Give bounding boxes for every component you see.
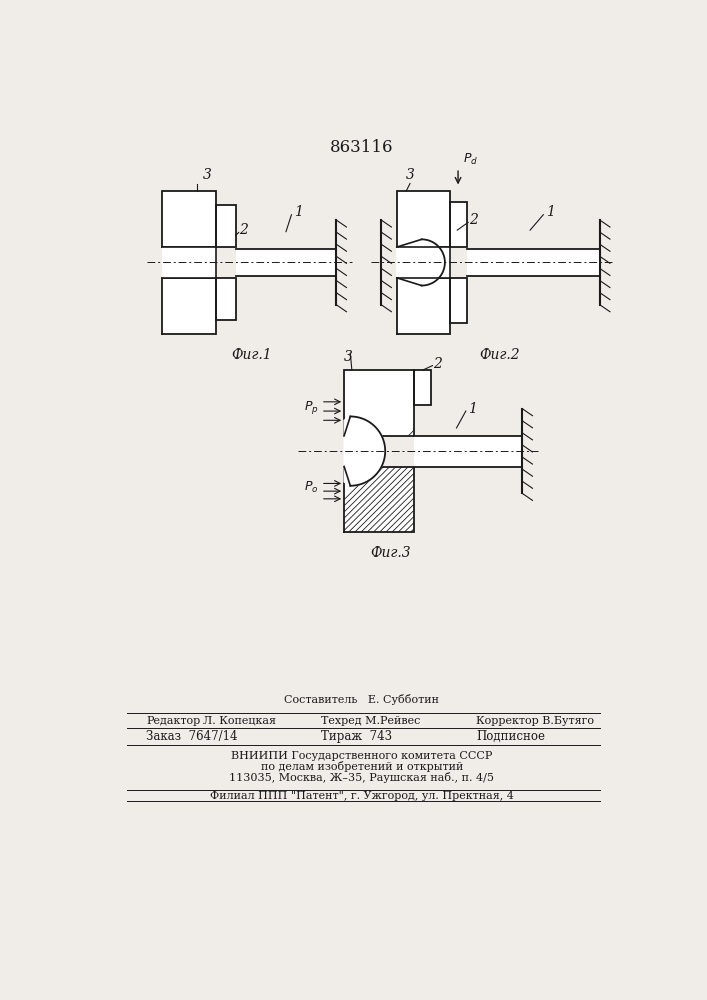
Text: $P_p$: $P_p$ [304, 399, 319, 416]
Bar [216, 278, 235, 320]
Text: Фиг.2: Фиг.2 [479, 348, 520, 362]
Bar [414, 436, 522, 466]
Text: Фиг.3: Фиг.3 [370, 546, 411, 560]
Text: 3: 3 [203, 168, 212, 182]
Text: 863116: 863116 [330, 139, 394, 156]
Text: Корректор В.Бутяго: Корректор В.Бутяго [476, 716, 594, 726]
Text: 3: 3 [344, 350, 352, 364]
Text: 113035, Москва, Ж–35, Раушская наб., п. 4/5: 113035, Москва, Ж–35, Раушская наб., п. … [230, 772, 494, 783]
Text: 1: 1 [546, 205, 554, 219]
Text: $P_o$: $P_o$ [304, 480, 319, 495]
Text: Техред М.Рейвес: Техред М.Рейвес [321, 716, 420, 726]
Text: Заказ  7647/14: Заказ 7647/14 [146, 730, 238, 743]
Polygon shape [397, 239, 445, 286]
Text: Фиг.1: Фиг.1 [230, 348, 271, 362]
Text: ВНИИПИ Государственного комитета СССР: ВНИИПИ Государственного комитета СССР [231, 751, 493, 761]
Text: Л. Копецкая: Л. Копецкая [203, 716, 276, 726]
Bar [397, 278, 450, 334]
Text: Составитель   Е. Субботин: Составитель Е. Субботин [284, 694, 440, 705]
Bar [162, 247, 216, 278]
Text: 3: 3 [406, 168, 415, 182]
Bar [344, 466, 414, 532]
Text: Подписное: Подписное [476, 730, 545, 743]
Bar [467, 249, 600, 276]
Text: Тираж  743: Тираж 743 [321, 730, 392, 743]
Bar [397, 191, 450, 247]
Bar [162, 278, 216, 334]
Bar [414, 370, 431, 405]
Text: 1: 1 [293, 205, 303, 219]
Text: Филиал ППП "Патент", г. Ужгород, ул. Пректная, 4: Филиал ППП "Патент", г. Ужгород, ул. Пре… [210, 791, 514, 801]
Text: 2: 2 [433, 357, 442, 371]
Bar [450, 202, 467, 247]
Bar [344, 370, 414, 436]
Bar [235, 249, 337, 276]
Text: 1: 1 [468, 402, 477, 416]
Text: Редактор: Редактор [146, 716, 201, 726]
Text: 2: 2 [469, 213, 478, 227]
Text: по делам изобретений и открытий: по делам изобретений и открытий [261, 761, 463, 772]
Text: 2: 2 [240, 223, 248, 237]
Polygon shape [344, 416, 385, 486]
Bar [162, 191, 216, 247]
Text: $P_d$: $P_d$ [462, 151, 478, 167]
Bar [216, 205, 235, 247]
Bar [397, 247, 450, 278]
Bar [450, 278, 467, 323]
